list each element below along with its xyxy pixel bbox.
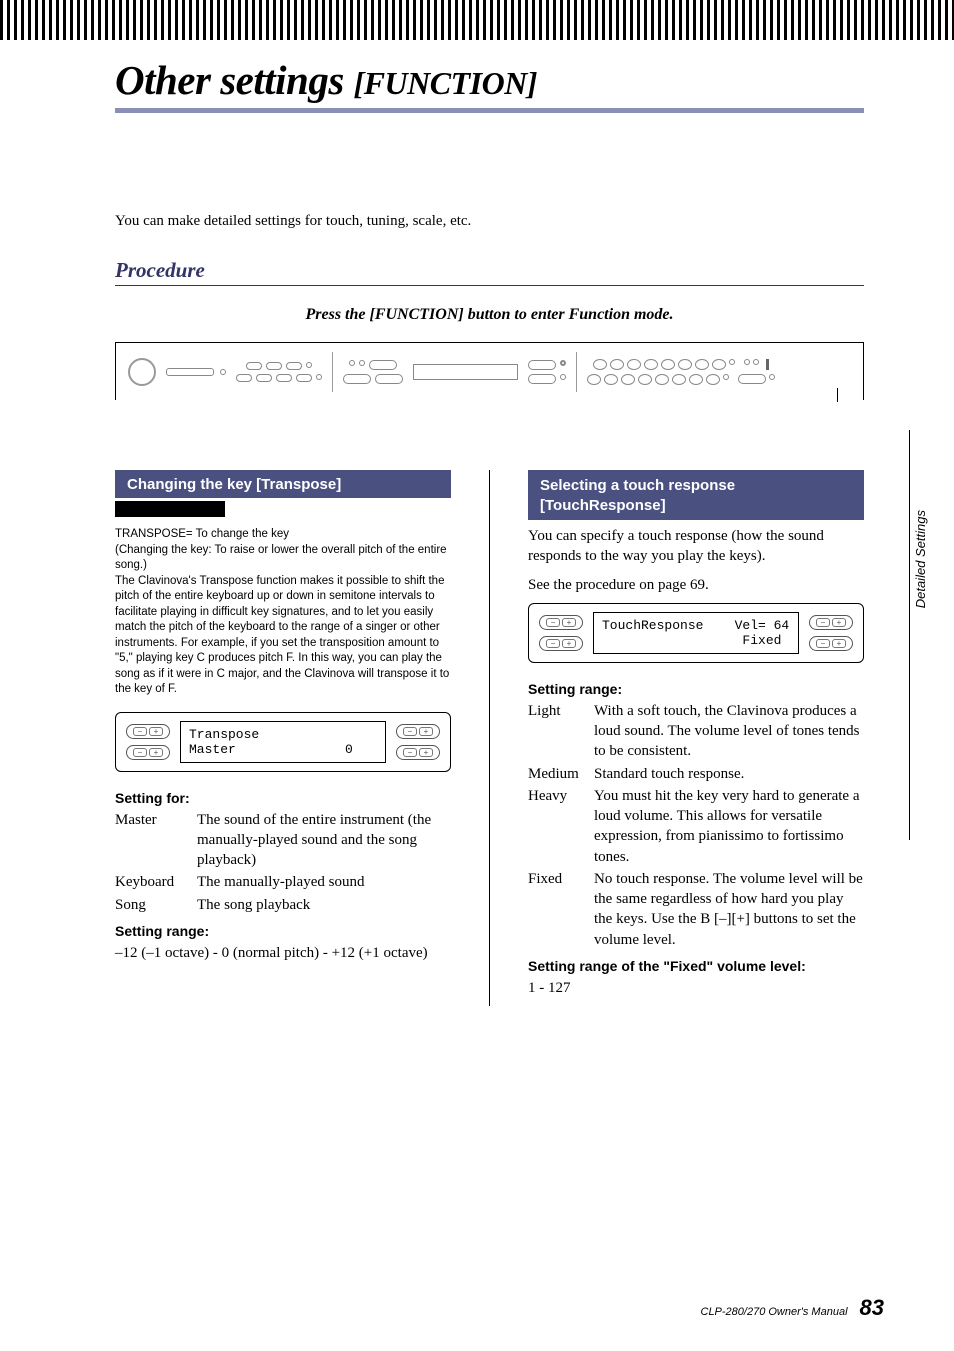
fixed-range-heading: Setting range of the "Fixed" volume leve… [528, 958, 864, 974]
setting-for-heading: Setting for: [115, 790, 451, 806]
minus-plus-btn[interactable]: −+ [126, 745, 170, 760]
term: Medium [528, 764, 594, 784]
title-underline [115, 108, 864, 113]
column-divider [489, 470, 490, 1006]
touchresponse-header: Selecting a touch response [TouchRespons… [528, 470, 864, 520]
arrow-indicator [837, 388, 838, 402]
footer-page-number: 83 [860, 1295, 884, 1321]
table-row: SongThe song playback [115, 895, 451, 915]
side-tab-line [909, 430, 910, 840]
under-box [115, 501, 225, 517]
term: Light [528, 701, 594, 762]
def: The song playback [197, 895, 451, 915]
table-row: MediumStandard touch response. [528, 764, 864, 784]
table-row: MasterThe sound of the entire instrument… [115, 810, 451, 871]
def: With a soft touch, the Clavinova produce… [594, 701, 864, 762]
side-tab: Detailed Settings [913, 510, 928, 608]
def: The manually-played sound [197, 872, 451, 892]
setting-range-text: –12 (–1 octave) - 0 (normal pitch) - +12… [115, 943, 451, 963]
term: Keyboard [115, 872, 197, 892]
page-title: Other settings [FUNCTION] [115, 56, 864, 104]
minus-plus-btn[interactable]: −+ [396, 745, 440, 760]
term: Master [115, 810, 197, 871]
def: You must hit the key very hard to genera… [594, 786, 864, 867]
intro-text: You can make detailed settings for touch… [115, 213, 864, 230]
term: Heavy [528, 786, 594, 867]
setting-for-table: MasterThe sound of the entire instrument… [115, 810, 451, 915]
def: Standard touch response. [594, 764, 864, 784]
lcd-l1: Transpose [189, 727, 377, 742]
lcd-l1: TouchResponse Vel= 64 [602, 618, 790, 633]
table-row: HeavyYou must hit the key very hard to g… [528, 786, 864, 867]
def: No touch response. The volume level will… [594, 869, 864, 950]
lcd-screen-transpose: TransposeMaster 0 [180, 721, 386, 763]
minus-plus-btn[interactable]: −+ [539, 615, 583, 630]
transpose-header: Changing the key [Transpose] [115, 470, 451, 498]
page-content: Other settings [FUNCTION] You can make d… [0, 0, 954, 1006]
minus-plus-btn[interactable]: −+ [809, 615, 853, 630]
small1: TRANSPOSE= To change the key [115, 528, 289, 540]
step-heading: Press the [FUNCTION] button to enter Fun… [115, 306, 864, 324]
barcode-strip [0, 0, 954, 40]
transpose-description: TRANSPOSE= To change the key (Changing t… [115, 527, 451, 698]
touch-range-heading: Setting range: [528, 681, 864, 697]
touch-range-table: LightWith a soft touch, the Clavinova pr… [528, 701, 864, 950]
minus-plus-btn[interactable]: −+ [809, 636, 853, 651]
lcd-l2: Master 0 [189, 742, 377, 757]
left-btn-pair-a: −+ −+ [126, 724, 170, 760]
minus-plus-btn[interactable]: −+ [396, 724, 440, 739]
minus-plus-btn[interactable]: −+ [539, 636, 583, 651]
panel-diagram [115, 342, 864, 400]
term: Song [115, 895, 197, 915]
right-btn-pair-b: −+ −+ [809, 615, 853, 651]
term: Fixed [528, 869, 594, 950]
touch-p1: You can specify a touch response (how th… [528, 526, 864, 567]
small3: The Clavinova's Transpose function makes… [115, 575, 449, 696]
title-sub: [FUNCTION] [354, 65, 537, 101]
lcd-screen-touch: TouchResponse Vel= 64 Fixed [593, 612, 799, 654]
def: The sound of the entire instrument (the … [197, 810, 451, 871]
footer-model: CLP-280/270 Owner's Manual [701, 1306, 848, 1318]
table-row: FixedNo touch response. The volume level… [528, 869, 864, 950]
left-btn-pair-b: −+ −+ [396, 724, 440, 760]
lcd-transpose: −+ −+ TransposeMaster 0 −+ −+ [115, 712, 451, 772]
table-row: LightWith a soft touch, the Clavinova pr… [528, 701, 864, 762]
lcd-l2: Fixed [602, 633, 790, 648]
page-footer: CLP-280/270 Owner's Manual 83 [701, 1295, 885, 1321]
touch-p2: See the procedure on page 69. [528, 575, 864, 595]
right-btn-pair-a: −+ −+ [539, 615, 583, 651]
table-row: KeyboardThe manually-played sound [115, 872, 451, 892]
setting-range-heading: Setting range: [115, 923, 451, 939]
left-column: Changing the key [Transpose] TRANSPOSE= … [115, 470, 451, 971]
lcd-touchresponse: −+ −+ TouchResponse Vel= 64 Fixed −+ −+ [528, 603, 864, 663]
right-column: Selecting a touch response [TouchRespons… [528, 470, 864, 1006]
fixed-range-text: 1 - 127 [528, 978, 864, 998]
small2: (Changing the key: To raise or lower the… [115, 544, 447, 572]
procedure-heading: Procedure [115, 258, 864, 286]
two-column-layout: Changing the key [Transpose] TRANSPOSE= … [115, 470, 864, 1006]
minus-plus-btn[interactable]: −+ [126, 724, 170, 739]
title-main: Other settings [115, 57, 354, 103]
